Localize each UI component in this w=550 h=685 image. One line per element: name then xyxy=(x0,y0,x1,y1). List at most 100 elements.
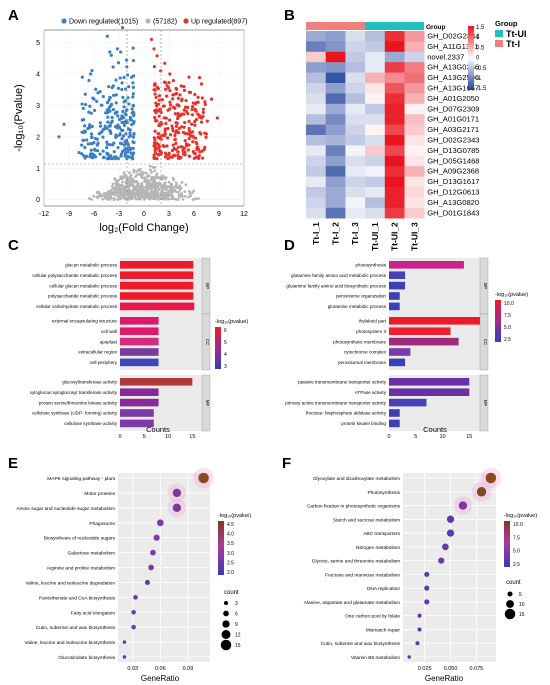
heatmap-cell xyxy=(384,166,405,177)
point-down-regulated xyxy=(108,96,112,100)
point-up-regulated xyxy=(160,122,164,126)
point-down-regulated xyxy=(89,111,93,115)
heatmap-cell xyxy=(325,83,346,94)
heatmap-color-scale xyxy=(468,26,474,90)
point-up-regulated xyxy=(182,112,186,116)
point-down-regulated xyxy=(80,118,84,122)
pathway-dot xyxy=(122,640,127,644)
point-down-regulated xyxy=(130,111,134,115)
heatmap-cell xyxy=(325,155,346,167)
point-not-significant xyxy=(170,183,174,187)
point-up-regulated xyxy=(199,116,204,120)
go-term-label: xyloglucan:xyloglucosyl transferase acti… xyxy=(30,390,118,395)
point-up-regulated xyxy=(167,86,171,90)
point-down-regulated xyxy=(129,155,133,160)
point-up-regulated xyxy=(182,125,186,129)
point-down-regulated xyxy=(120,120,124,124)
point-up-regulated xyxy=(157,146,161,150)
point-not-significant xyxy=(189,194,193,198)
point-up-regulated xyxy=(180,98,184,103)
heatmap-cell xyxy=(325,166,346,177)
point-not-significant xyxy=(119,191,123,195)
point-not-significant xyxy=(148,196,152,199)
point-down-regulated xyxy=(120,81,124,85)
point-up-regulated xyxy=(179,155,183,160)
point-up-regulated xyxy=(184,142,188,146)
go-xtick-label: 10 xyxy=(165,434,171,440)
point-down-regulated xyxy=(89,72,93,76)
heatmap-cell xyxy=(384,83,405,94)
go-term-label: cell wall xyxy=(101,329,117,334)
point-down-regulated xyxy=(114,78,118,82)
go-section-label: MF xyxy=(483,400,488,407)
size-legend-dot xyxy=(223,610,229,617)
point-not-significant xyxy=(128,171,131,175)
heatmap-cell xyxy=(404,51,425,63)
point-down-regulated xyxy=(127,102,131,106)
point-down-regulated xyxy=(125,73,130,77)
point-up-regulated xyxy=(177,104,181,108)
point-down-regulated xyxy=(107,85,111,89)
point-not-significant xyxy=(155,172,159,176)
legend-color-bar xyxy=(215,327,221,369)
go-section-label: CC xyxy=(483,339,488,346)
point-up-regulated xyxy=(165,144,169,148)
go-bar xyxy=(120,398,159,407)
point-down-regulated xyxy=(98,152,102,156)
point-down-regulated xyxy=(94,155,98,159)
go-section-strip xyxy=(479,313,489,371)
heatmap-cell xyxy=(404,62,425,73)
point-up-regulated xyxy=(174,86,178,90)
point-down-regulated xyxy=(112,150,116,154)
go-term-label: cellular polysaccharide metabolic proces… xyxy=(32,273,117,278)
point-down-regulated xyxy=(87,78,91,83)
go-section-label: BP xyxy=(205,283,210,289)
panel-c: C BP glucan metabolic process cellular pol… xyxy=(8,237,248,440)
dot-xtick-label: 0.075 xyxy=(469,666,483,672)
point-not-significant xyxy=(165,193,169,196)
point-down-regulated xyxy=(88,104,92,108)
go-term-label: thylakoid part xyxy=(359,319,387,324)
point-down-regulated xyxy=(111,143,115,147)
heatmap-cell xyxy=(365,62,386,73)
point-up-regulated xyxy=(168,155,173,159)
panel-a: A Down regulated(1015) (57182) Up regula… xyxy=(8,7,248,234)
heatmap-cell xyxy=(306,72,326,84)
point-up-regulated xyxy=(164,87,168,91)
point-not-significant xyxy=(137,197,140,201)
point-up-regulated xyxy=(182,146,186,150)
point-down-regulated xyxy=(131,146,135,151)
point-not-significant xyxy=(158,183,162,187)
go-term-label: photosystem II xyxy=(356,329,386,334)
point-down-regulated xyxy=(132,141,136,145)
point-not-significant xyxy=(174,181,178,185)
point-up-regulated xyxy=(186,112,190,116)
point-up-regulated xyxy=(171,129,175,133)
point-not-significant xyxy=(122,171,126,175)
point-up-regulated xyxy=(188,132,192,136)
heatmap-sample-labels: Tt-I_1 Tt-I_2 Tt-I_3 Tt-UI_1 Tt-UI_2 Tt-UI_3 xyxy=(311,222,420,251)
legend-tick-label: 2.5 xyxy=(227,560,234,566)
heatmap-cell xyxy=(306,114,326,125)
point-up-regulated xyxy=(193,92,197,97)
point-not-significant xyxy=(131,179,135,183)
heatmap-cell xyxy=(365,197,386,209)
point-up-regulated xyxy=(171,143,175,147)
point-not-significant xyxy=(159,177,162,181)
point-down-regulated xyxy=(120,137,124,141)
legend-tt-ui-swatch xyxy=(495,30,503,37)
point-up-regulated xyxy=(173,133,177,138)
sample-label: Tt-UI_1 xyxy=(370,222,380,251)
point-down-regulated xyxy=(124,108,128,113)
point-up-regulated xyxy=(203,131,207,135)
point-up-regulated xyxy=(163,127,167,131)
point-not-significant xyxy=(177,193,181,197)
pathway-label: Valine, leucine and isoleucine degradati… xyxy=(25,580,115,586)
point-not-significant xyxy=(126,195,130,198)
point-up-regulated xyxy=(157,114,161,118)
legend-ns-label: (57182) xyxy=(153,19,177,26)
pathway-label: ABC transporters xyxy=(363,531,400,537)
point-not-significant xyxy=(130,197,134,201)
size-legend-dot xyxy=(222,620,230,628)
point-down-regulated xyxy=(86,142,90,146)
